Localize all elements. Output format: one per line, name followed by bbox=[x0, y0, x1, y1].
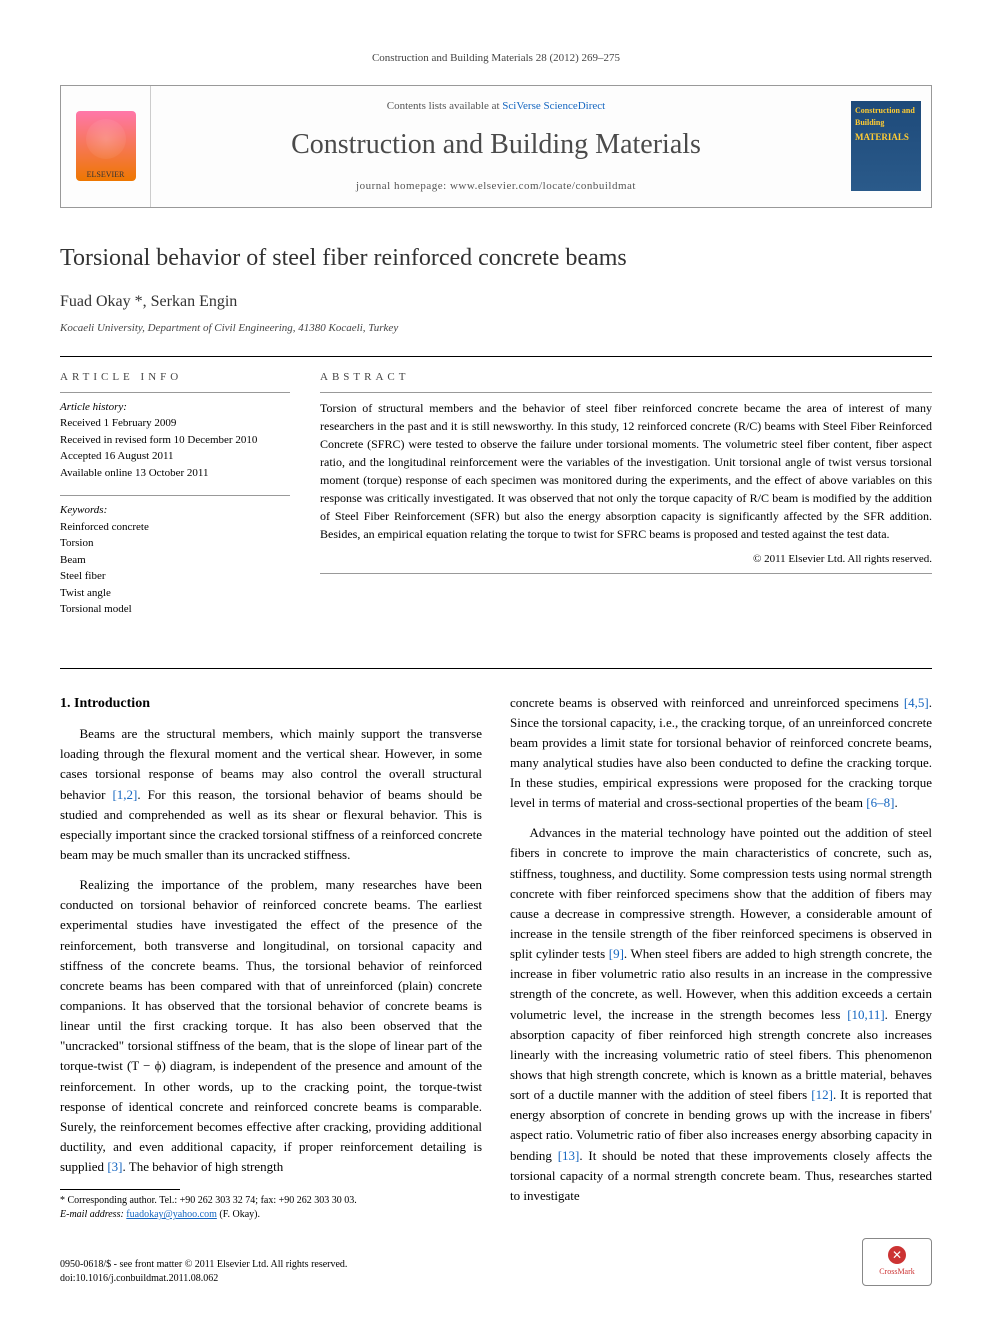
article-authors: Fuad Okay *, Serkan Engin bbox=[60, 290, 932, 314]
divider bbox=[320, 392, 932, 393]
sciencedirect-link[interactable]: SciVerse ScienceDirect bbox=[502, 100, 605, 112]
publisher-logo-cell: ELSEVIER bbox=[61, 86, 151, 207]
journal-cover-thumb: Construction and Building MATERIALS bbox=[851, 101, 921, 191]
keyword: Reinforced concrete bbox=[60, 521, 149, 533]
keyword: Beam bbox=[60, 554, 86, 566]
homepage-prefix: journal homepage: bbox=[356, 180, 450, 192]
abstract-text: Torsion of structural members and the be… bbox=[320, 399, 932, 543]
footer-meta: 0950-0618/$ - see front matter © 2011 El… bbox=[60, 1258, 347, 1286]
keywords-heading: Keywords: bbox=[60, 504, 107, 516]
footer-front-matter: 0950-0618/$ - see front matter © 2011 El… bbox=[60, 1258, 347, 1272]
journal-title: Construction and Building Materials bbox=[161, 124, 831, 166]
divider bbox=[60, 356, 932, 357]
crossmark-icon: ✕ bbox=[888, 1246, 906, 1264]
footnote-email-who: (F. Okay). bbox=[219, 1209, 260, 1220]
journal-header-center: Contents lists available at SciVerse Sci… bbox=[151, 86, 841, 207]
abstract-copyright: © 2011 Elsevier Ltd. All rights reserved… bbox=[320, 551, 932, 568]
page-footer: 0950-0618/$ - see front matter © 2011 El… bbox=[60, 1238, 932, 1286]
cover-brand-line: Construction and Building bbox=[855, 105, 917, 129]
footer-doi: doi:10.1016/j.conbuildmat.2011.08.062 bbox=[60, 1272, 347, 1286]
article-info-column: ARTICLE INFO Article history: Received 1… bbox=[60, 369, 290, 632]
abstract-label: ABSTRACT bbox=[320, 369, 932, 386]
history-line: Received 1 February 2009 bbox=[60, 417, 176, 429]
keyword: Steel fiber bbox=[60, 570, 106, 582]
homepage-url[interactable]: www.elsevier.com/locate/conbuildmat bbox=[450, 180, 636, 192]
article-info-label: ARTICLE INFO bbox=[60, 369, 290, 386]
keywords-block: Keywords: Reinforced concrete Torsion Be… bbox=[60, 502, 290, 618]
crossmark-badge[interactable]: ✕ CrossMark bbox=[862, 1238, 932, 1286]
article-affiliation: Kocaeli University, Department of Civil … bbox=[60, 320, 932, 337]
journal-cover-cell: Construction and Building MATERIALS bbox=[841, 86, 931, 207]
divider bbox=[60, 668, 932, 669]
history-heading: Article history: bbox=[60, 401, 127, 413]
journal-header: ELSEVIER Contents lists available at Sci… bbox=[60, 85, 932, 208]
divider bbox=[60, 392, 290, 393]
abstract-column: ABSTRACT Torsion of structural members a… bbox=[320, 369, 932, 632]
corresponding-author-footnote: * Corresponding author. Tel.: +90 262 30… bbox=[60, 1194, 482, 1222]
divider bbox=[320, 573, 932, 574]
contents-available-line: Contents lists available at SciVerse Sci… bbox=[161, 98, 831, 115]
divider bbox=[60, 495, 290, 496]
history-line: Received in revised form 10 December 201… bbox=[60, 434, 257, 446]
contents-prefix: Contents lists available at bbox=[387, 100, 502, 112]
crossmark-label: CrossMark bbox=[879, 1266, 915, 1278]
keyword: Torsional model bbox=[60, 603, 132, 615]
running-head: Construction and Building Materials 28 (… bbox=[60, 50, 932, 67]
body-paragraph: concrete beams is observed with reinforc… bbox=[510, 693, 932, 814]
history-line: Available online 13 October 2011 bbox=[60, 467, 208, 479]
journal-homepage-line: journal homepage: www.elsevier.com/locat… bbox=[161, 178, 831, 195]
footnote-separator bbox=[60, 1189, 180, 1190]
section-heading-introduction: 1. Introduction bbox=[60, 693, 482, 715]
body-paragraph: Beams are the structural members, which … bbox=[60, 724, 482, 865]
body-paragraph: Advances in the material technology have… bbox=[510, 823, 932, 1206]
elsevier-tree-icon: ELSEVIER bbox=[76, 111, 136, 181]
article-history-block: Article history: Received 1 February 200… bbox=[60, 399, 290, 482]
footnote-email-label: E-mail address: bbox=[60, 1209, 124, 1220]
body-paragraph: Realizing the importance of the problem,… bbox=[60, 875, 482, 1177]
article-title: Torsional behavior of steel fiber reinfo… bbox=[60, 240, 932, 276]
article-body: 1. Introduction Beams are the structural… bbox=[60, 693, 932, 1223]
footnote-corr: * Corresponding author. Tel.: +90 262 30… bbox=[60, 1194, 482, 1208]
cover-main-line: MATERIALS bbox=[855, 131, 917, 145]
publisher-logo-label: ELSEVIER bbox=[87, 169, 125, 181]
footnote-email-link[interactable]: fuadokay@yahoo.com bbox=[126, 1209, 217, 1220]
info-abstract-row: ARTICLE INFO Article history: Received 1… bbox=[60, 369, 932, 632]
history-line: Accepted 16 August 2011 bbox=[60, 450, 174, 462]
keyword: Twist angle bbox=[60, 587, 111, 599]
keyword: Torsion bbox=[60, 537, 93, 549]
